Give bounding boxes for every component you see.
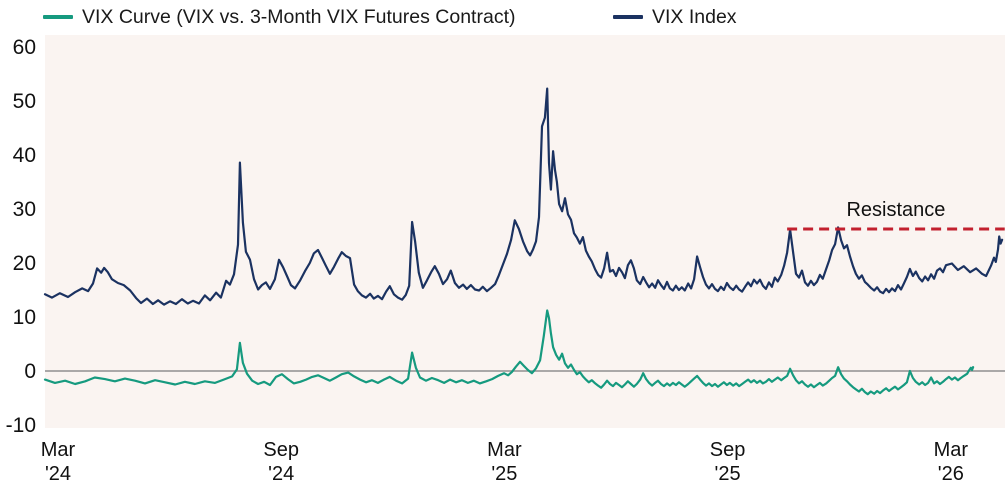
y-tick-label: -10 (6, 414, 36, 437)
y-tick-label: 0 (24, 360, 36, 383)
legend: VIX Curve (VIX vs. 3-Month VIX Futures C… (0, 0, 1007, 34)
x-tick-label-year: '25 (491, 463, 517, 485)
x-tick-label-month: Sep (263, 439, 299, 461)
legend-item-vix-curve: VIX Curve (VIX vs. 3-Month VIX Futures C… (43, 6, 515, 28)
x-tick-label-month: Mar (41, 439, 76, 461)
vix-curve-line (43, 309, 975, 396)
x-tick-label-month: Mar (934, 439, 969, 461)
y-tick-label: 50 (13, 90, 36, 113)
y-tick-label: 20 (13, 252, 36, 275)
x-tick-label-month: Mar (487, 439, 522, 461)
plot-background (45, 35, 1005, 428)
legend-item-vix-index: VIX Index (613, 6, 737, 28)
x-tick-label-year: '26 (938, 463, 964, 485)
legend-label-vix-curve: VIX Curve (VIX vs. 3-Month VIX Futures C… (82, 6, 516, 28)
x-tick-label-year: '24 (45, 463, 71, 485)
y-tick-label: 60 (13, 36, 36, 59)
y-tick-label: 10 (13, 306, 36, 329)
resistance-label: Resistance (846, 199, 945, 221)
x-tick-label-month: Sep (710, 439, 746, 461)
vix-curve-swatch-icon (43, 15, 73, 19)
y-tick-label: 30 (13, 198, 36, 221)
legend-label-vix-index: VIX Index (652, 6, 737, 28)
y-tick-label: 40 (13, 144, 36, 167)
vix-index-swatch-icon (613, 15, 643, 19)
vix-index-line (43, 87, 1004, 306)
x-tick-label-year: '24 (268, 463, 294, 485)
x-tick-label-year: '25 (715, 463, 741, 485)
